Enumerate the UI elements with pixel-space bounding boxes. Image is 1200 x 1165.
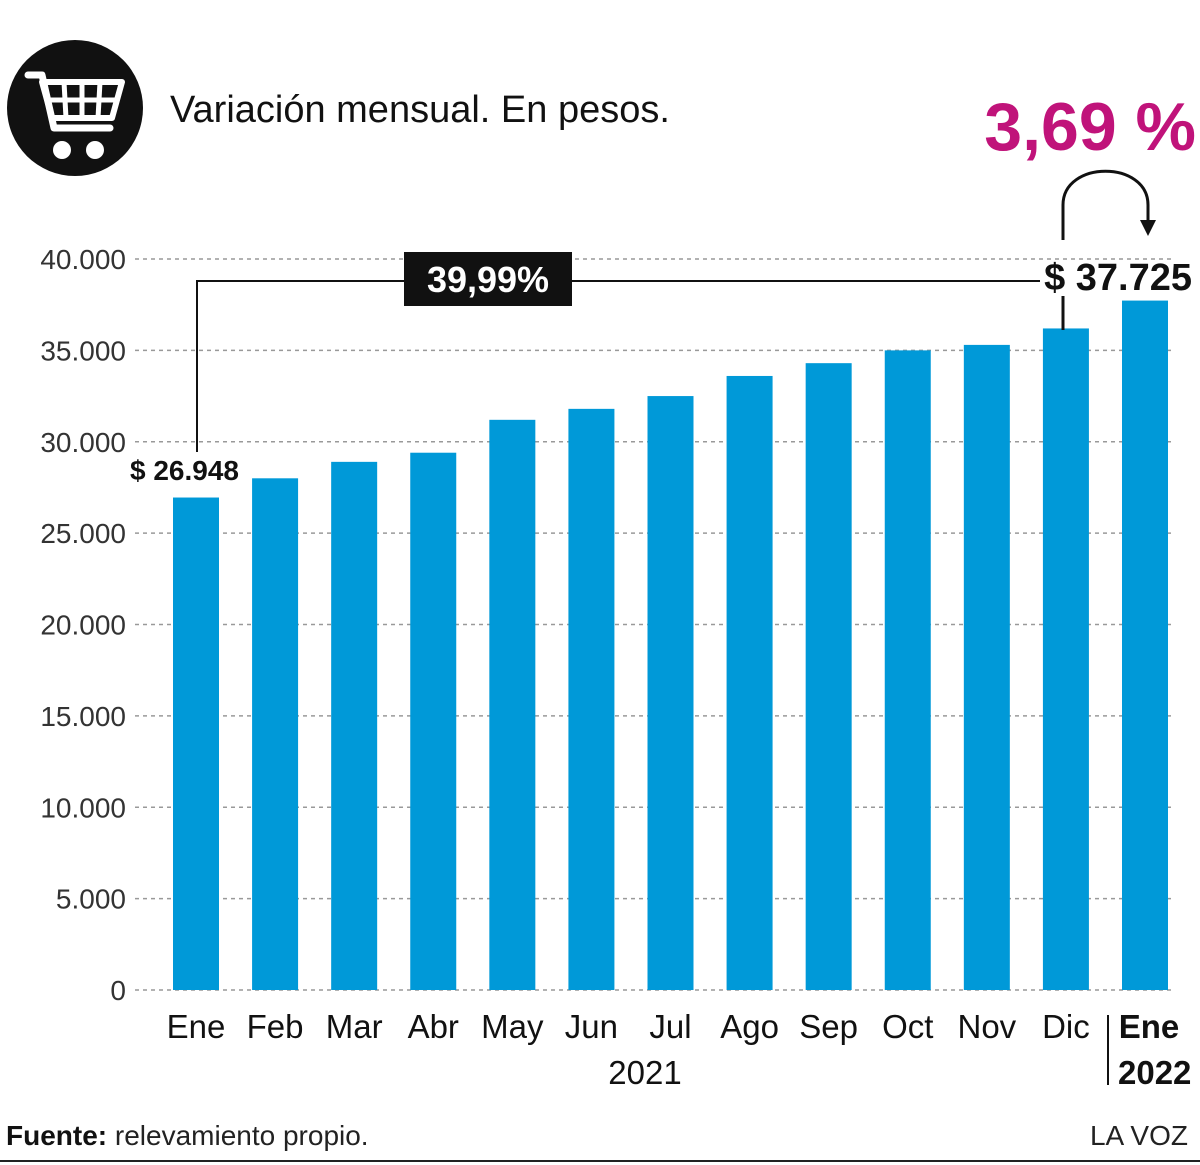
y-tick-label: 20.000 <box>40 610 126 641</box>
bars <box>173 300 1168 991</box>
x-tick-label: Abr <box>408 1008 459 1045</box>
y-axis: 0 5.000 10.000 15.000 20.000 25.000 30.000 35.0… <box>40 244 126 1006</box>
bar-11 <box>1042 328 1089 990</box>
bar-12 <box>1122 300 1168 990</box>
footer-divider <box>0 1160 1200 1162</box>
y-tick-label: 0 <box>110 975 126 1006</box>
bar-4 <box>489 419 536 990</box>
chart-title: Variación mensual. En pesos. <box>170 89 670 131</box>
x-tick-label: Jul <box>649 1008 691 1045</box>
x-tick-label: Mar <box>326 1008 383 1045</box>
x-tick-label: Feb <box>247 1008 304 1045</box>
x-tick-label: Sep <box>799 1008 858 1045</box>
bar-1 <box>252 478 299 990</box>
bar-9 <box>884 350 931 990</box>
source-note: Fuente: relevamiento propio. <box>6 1120 369 1152</box>
brand-label: LA VOZ <box>1089 1120 1188 1151</box>
annual-change-box <box>404 252 572 306</box>
x-tick-label: May <box>481 1008 544 1045</box>
year-label-2022: 2022 <box>1118 1054 1191 1091</box>
x-tick-label: Oct <box>882 1008 933 1045</box>
bar-3 <box>410 452 457 991</box>
source-text: relevamiento propio. <box>107 1120 369 1151</box>
x-tick-label: Ene <box>167 1008 226 1045</box>
start-value-label: $ 26.948 <box>130 455 239 486</box>
y-tick-label: 15.000 <box>40 701 126 732</box>
bar-8 <box>805 363 852 991</box>
monthly-change-arrow <box>1061 169 1156 330</box>
y-tick-label: 10.000 <box>40 792 126 823</box>
y-tick-label: 30.000 <box>40 427 126 458</box>
y-tick-label: 40.000 <box>40 244 126 275</box>
bar-10 <box>963 344 1010 991</box>
bar-2 <box>331 461 378 990</box>
x-tick-label: Ene <box>1119 1008 1180 1045</box>
end-value-label: $ 37.725 <box>1044 257 1192 299</box>
y-tick-label: 5.000 <box>56 884 126 915</box>
monthly-change-label: 3,69 % <box>984 89 1196 165</box>
bar-6 <box>647 396 694 990</box>
y-tick-label: 25.000 <box>40 518 126 549</box>
year-label-2021: 2021 <box>608 1054 681 1091</box>
annual-change-label: 39,99% <box>427 259 549 300</box>
bar-5 <box>568 408 615 991</box>
bar-7 <box>726 375 773 991</box>
x-tick-label: Nov <box>957 1008 1016 1045</box>
x-axis: Ene Feb Mar Abr May Jun Jul Ago Sep Oct Nov Dic Ene <box>167 1008 1180 1045</box>
bar-0 <box>173 497 219 990</box>
annual-change-bracket: 39,99% <box>196 252 1040 452</box>
shopping-cart-icon <box>7 40 143 176</box>
source-label: Fuente: <box>6 1120 108 1151</box>
x-tick-label: Ago <box>720 1008 779 1045</box>
x-tick-label: Jun <box>565 1008 618 1045</box>
y-tick-label: 35.000 <box>40 335 126 366</box>
x-tick-label: Dic <box>1042 1008 1090 1045</box>
